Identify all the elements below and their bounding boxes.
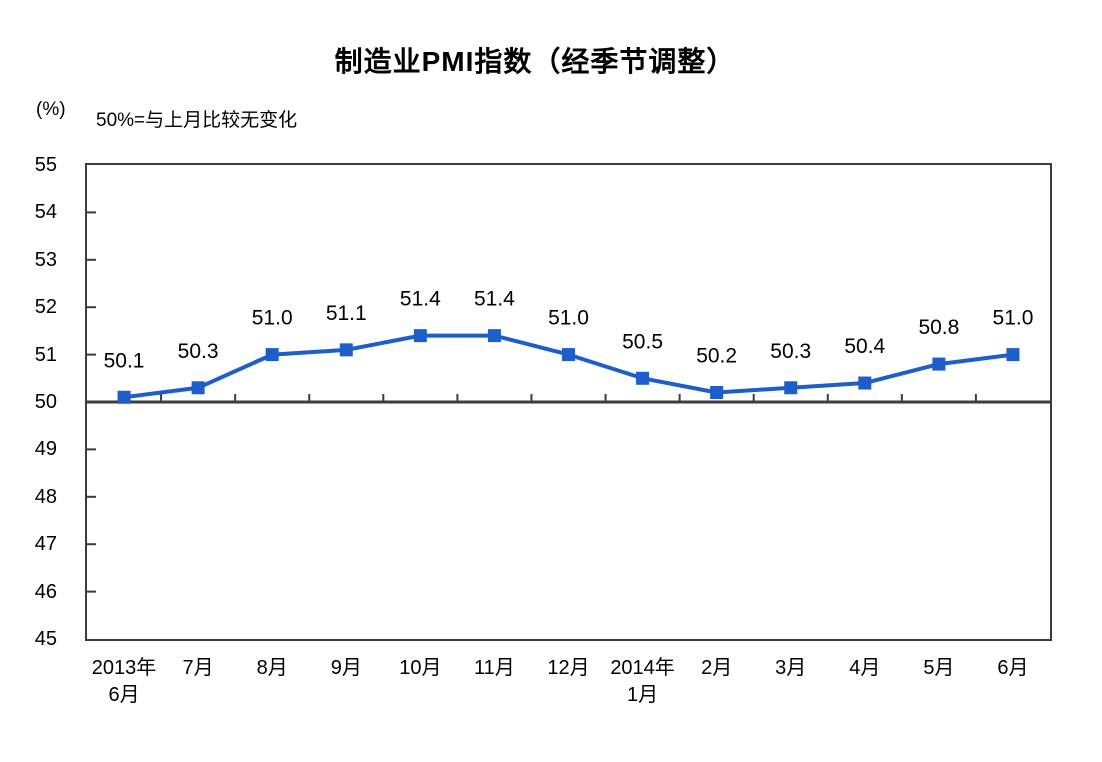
x-axis-tick-label-line: 1月: [627, 684, 659, 706]
x-axis-tick-label: 3月: [741, 655, 841, 682]
data-point-marker: [413, 329, 427, 343]
reference-note: 50%=与上月比较无变化: [96, 110, 298, 131]
x-axis-tick-label: 2013年 6月: [74, 655, 174, 709]
x-axis-tick-label-line: 3月: [775, 657, 807, 679]
x-axis-tick-label: 4月: [815, 655, 915, 682]
data-point-marker: [487, 329, 501, 343]
x-axis-tick-label-line: 4月: [849, 657, 881, 679]
data-label: 50.8: [918, 316, 959, 339]
chart-title: 制造业PMI指数（经季节调整）: [334, 46, 736, 77]
x-axis-tick-label-line: 11月: [474, 657, 515, 679]
data-point-marker: [784, 381, 798, 395]
data-label: 50.3: [178, 340, 219, 363]
x-axis-tick-label-line: 10月: [399, 657, 442, 679]
data-label: 50.1: [104, 349, 145, 372]
data-point-marker: [636, 371, 650, 385]
y-axis-tick-label: 52: [34, 296, 57, 319]
x-axis-tick-label: 8月: [222, 655, 322, 682]
y-axis-tick-label: 54: [34, 201, 57, 224]
data-point-marker: [191, 381, 205, 395]
y-axis-tick-label: 48: [34, 485, 57, 508]
data-label: 50.4: [844, 335, 885, 358]
x-axis-tick-label: 9月: [296, 655, 396, 682]
data-label: 50.3: [770, 340, 811, 363]
x-axis-tick-label-line: 6月: [108, 684, 140, 706]
x-axis-tick-label: 7月: [148, 655, 248, 682]
x-axis-tick-label-line: 2013年: [91, 657, 157, 679]
y-axis-tick-label: 50: [34, 391, 57, 413]
plot-area: 50.1 50.3 51.0 51.1 51.4 51.4 51.0 50.5 50.2 50.3…: [85, 163, 1052, 641]
data-point-marker: [858, 376, 872, 390]
y-axis-tick-label: 53: [34, 248, 57, 271]
y-axis-tick-label: 47: [34, 533, 57, 556]
data-label: 51.1: [326, 302, 367, 325]
data-point-marker: [339, 343, 353, 357]
y-axis-tick-label: 55: [34, 154, 57, 176]
y-axis-tick-label: 45: [34, 628, 57, 650]
x-axis-tick-label: 5月: [889, 655, 989, 682]
y-axis-tick-label: 51: [34, 343, 57, 366]
data-label: 51.4: [400, 288, 441, 311]
plot-svg: 50.1 50.3 51.0 51.1 51.4 51.4 51.0 50.5 50.2 50.3…: [87, 211, 1050, 593]
x-axis-tick-label: 12月: [519, 655, 619, 682]
data-label: 51.0: [548, 307, 589, 330]
x-axis-tick-label-line: 6月: [997, 657, 1029, 679]
data-point-marker: [117, 390, 131, 404]
data-point-marker: [265, 348, 279, 362]
x-axis-tick-label-line: 12月: [547, 657, 590, 679]
x-axis-tick-label: 2014年 1月: [593, 655, 693, 709]
data-label: 51.4: [474, 288, 515, 311]
data-label: 50.2: [696, 345, 737, 368]
x-axis-tick-label: 6月: [963, 655, 1063, 682]
x-axis-tick-label-line: 7月: [182, 657, 214, 679]
x-axis-tick-label-line: 2014年: [610, 657, 675, 679]
data-label: 51.0: [252, 307, 293, 330]
x-axis-tick-label-line: 5月: [923, 657, 955, 679]
x-axis-tick-label: 10月: [370, 655, 470, 682]
data-point-marker: [710, 386, 724, 400]
data-label: 51.0: [993, 307, 1034, 330]
x-axis-tick-label-line: 2月: [701, 657, 733, 679]
y-axis-tick-label: 49: [34, 438, 57, 461]
data-label: 50.5: [622, 330, 663, 353]
data-point-marker: [932, 357, 946, 371]
y-axis-unit-label: (%): [36, 99, 66, 120]
x-axis-tick-label: 11月: [444, 655, 544, 682]
data-point-marker: [562, 348, 575, 362]
y-axis-tick-label: 46: [34, 580, 57, 603]
x-axis-tick-label: 2月: [667, 655, 767, 682]
x-axis-tick-label-line: 8月: [256, 657, 288, 679]
x-axis-tick-label-line: 9月: [330, 657, 362, 679]
data-point-marker: [1006, 348, 1020, 362]
